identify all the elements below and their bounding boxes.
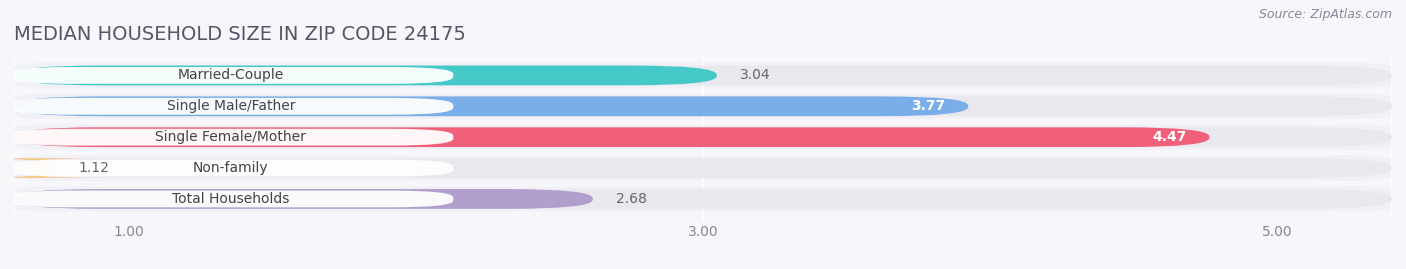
- FancyBboxPatch shape: [14, 96, 1392, 116]
- Text: 1.12: 1.12: [79, 161, 110, 175]
- FancyBboxPatch shape: [8, 129, 453, 146]
- Text: MEDIAN HOUSEHOLD SIZE IN ZIP CODE 24175: MEDIAN HOUSEHOLD SIZE IN ZIP CODE 24175: [14, 25, 465, 44]
- FancyBboxPatch shape: [14, 63, 1392, 88]
- FancyBboxPatch shape: [8, 67, 453, 84]
- FancyBboxPatch shape: [14, 158, 1392, 178]
- Text: Total Households: Total Households: [172, 192, 290, 206]
- FancyBboxPatch shape: [14, 66, 1392, 85]
- Text: 3.04: 3.04: [740, 68, 770, 82]
- FancyBboxPatch shape: [14, 155, 1392, 181]
- FancyBboxPatch shape: [14, 125, 1392, 150]
- FancyBboxPatch shape: [14, 189, 593, 209]
- FancyBboxPatch shape: [14, 189, 1392, 209]
- Text: Source: ZipAtlas.com: Source: ZipAtlas.com: [1258, 8, 1392, 21]
- FancyBboxPatch shape: [8, 98, 453, 115]
- FancyBboxPatch shape: [14, 127, 1209, 147]
- Text: Single Male/Father: Single Male/Father: [166, 99, 295, 113]
- Text: Single Female/Mother: Single Female/Mother: [155, 130, 307, 144]
- FancyBboxPatch shape: [14, 66, 717, 85]
- Text: Non-family: Non-family: [193, 161, 269, 175]
- FancyBboxPatch shape: [14, 94, 1392, 119]
- Text: 3.77: 3.77: [911, 99, 945, 113]
- FancyBboxPatch shape: [8, 190, 453, 207]
- FancyBboxPatch shape: [14, 186, 1392, 212]
- FancyBboxPatch shape: [14, 96, 969, 116]
- Text: 4.47: 4.47: [1152, 130, 1187, 144]
- FancyBboxPatch shape: [14, 127, 1392, 147]
- Text: Married-Couple: Married-Couple: [177, 68, 284, 82]
- FancyBboxPatch shape: [0, 158, 100, 178]
- FancyBboxPatch shape: [8, 160, 453, 176]
- Text: 2.68: 2.68: [616, 192, 647, 206]
